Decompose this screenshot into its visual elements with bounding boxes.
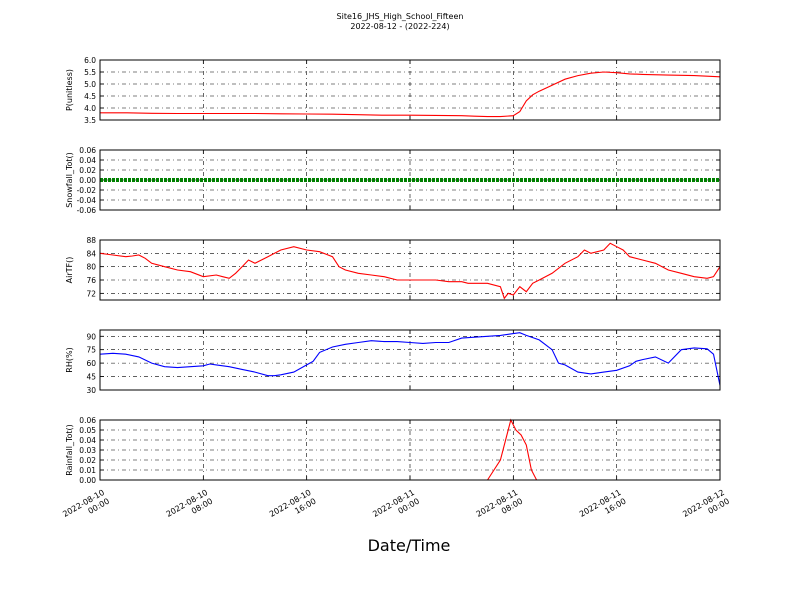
panel-frame xyxy=(99,59,721,121)
y-tick-label: 0.00 xyxy=(79,176,96,185)
y-axis-label: AirTF() xyxy=(65,257,74,284)
y-tick-label: 80 xyxy=(86,263,96,272)
panel-frame xyxy=(99,329,721,391)
y-tick-label: 0.06 xyxy=(79,146,96,155)
y-axis-label: P(unitless) xyxy=(65,69,74,111)
y-tick-label: 30 xyxy=(86,386,96,395)
y-tick-label: 0.05 xyxy=(79,426,96,435)
y-axis-label: RH(%) xyxy=(65,347,74,372)
y-tick-label: 4.0 xyxy=(84,104,96,113)
y-tick-label: 5.0 xyxy=(84,80,96,89)
y-tick-label: 72 xyxy=(86,289,96,298)
series-line-1 xyxy=(100,71,721,118)
y-tick-label: 6.0 xyxy=(84,56,96,65)
y-tick-label: 0.03 xyxy=(79,446,96,455)
panel-frame xyxy=(99,149,721,211)
x-axis-label: Date/Time xyxy=(368,536,451,555)
y-tick-label: 3.5 xyxy=(84,116,96,125)
panel-frame xyxy=(99,419,721,481)
y-tick-label: -0.06 xyxy=(77,206,97,215)
y-tick-label: 0.06 xyxy=(79,416,96,425)
chart-title: Site16_JHS_High_School_Fifteen xyxy=(337,12,464,21)
y-tick-label: 60 xyxy=(86,359,96,368)
y-tick-label: 4.5 xyxy=(84,92,96,101)
y-tick-label: -0.02 xyxy=(77,186,97,195)
y-tick-label: 0.01 xyxy=(79,466,96,475)
y-tick-label: 0.02 xyxy=(79,456,96,465)
y-tick-label: 0.02 xyxy=(79,166,96,175)
y-tick-label: 0.04 xyxy=(79,156,96,165)
y-tick-label: 76 xyxy=(86,276,96,285)
y-axis-label: Snowfall_Tot() xyxy=(65,152,74,208)
y-tick-label: 84 xyxy=(86,249,96,258)
y-tick-label: 0.04 xyxy=(79,436,96,445)
panel-frame xyxy=(99,239,721,301)
y-tick-label: 0.00 xyxy=(79,476,96,485)
series-line-4 xyxy=(99,332,721,386)
y-tick-label: -0.04 xyxy=(77,196,97,205)
y-tick-label: 88 xyxy=(86,236,96,245)
series-line-3 xyxy=(99,242,721,300)
y-axis-label: Rainfall_Tot() xyxy=(65,424,74,476)
series-line-5 xyxy=(100,418,720,481)
y-tick-label: 45 xyxy=(86,373,96,382)
y-tick-label: 75 xyxy=(86,346,96,355)
chart-subtitle: 2022-08-12 - (2022-224) xyxy=(350,22,449,31)
y-tick-label: 90 xyxy=(86,332,96,341)
y-tick-label: 5.5 xyxy=(84,68,96,77)
